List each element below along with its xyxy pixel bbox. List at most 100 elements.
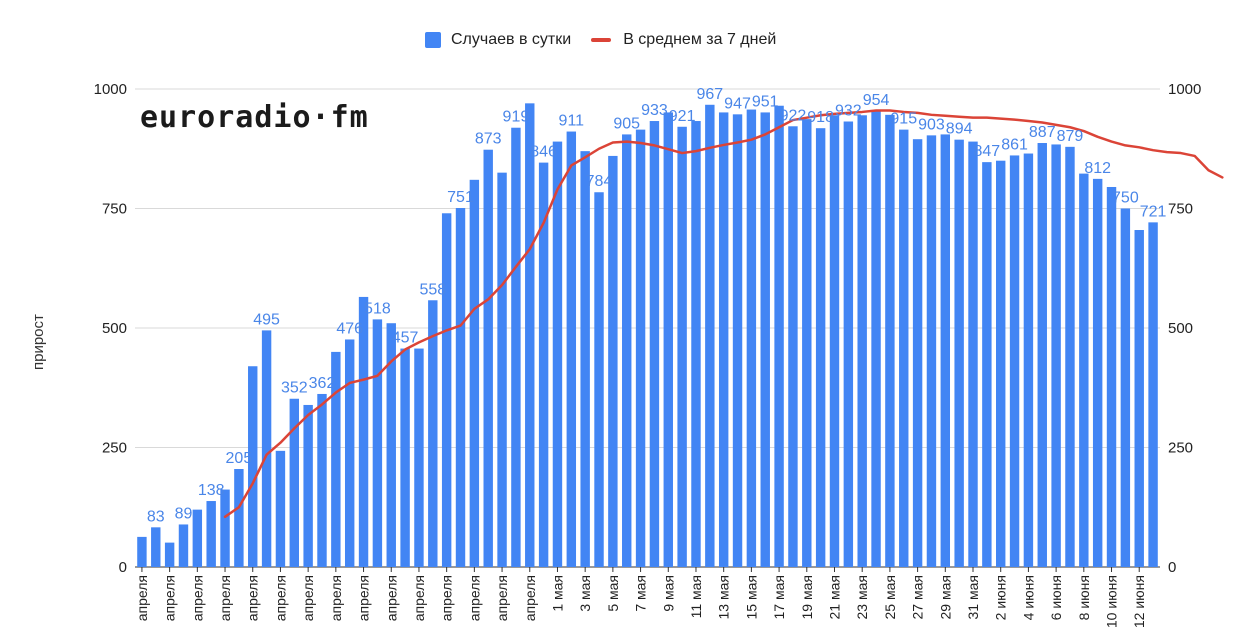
bar — [829, 115, 840, 567]
bar — [968, 141, 978, 567]
bar — [940, 134, 951, 567]
data-label: 894 — [946, 121, 973, 138]
x-tick-label: 19 мая — [799, 575, 815, 619]
data-label: 967 — [696, 86, 723, 103]
data-label: 750 — [1112, 190, 1139, 207]
bar — [760, 112, 770, 567]
x-tick-label: 8 июня — [1076, 575, 1092, 620]
x-tick-label: апреля — [162, 575, 178, 621]
x-tick-label: 1 мая — [549, 575, 565, 612]
data-label: 205 — [226, 450, 253, 467]
bar — [151, 527, 161, 567]
bar — [358, 296, 369, 567]
bar — [857, 115, 867, 567]
x-tick-label: 25 мая — [882, 575, 898, 619]
data-label: 951 — [752, 93, 779, 110]
bar — [580, 151, 590, 567]
x-axis: апреля апреля апреля апреля апреля апреля апре… — [134, 567, 1147, 628]
bar — [164, 542, 175, 567]
x-tick-label: апреля — [189, 575, 205, 621]
average-line — [223, 109, 1224, 519]
x-tick-label: апреля — [328, 575, 344, 621]
bar — [137, 536, 147, 567]
x-tick-label: апреля — [134, 575, 150, 621]
x-tick-label: апреля — [383, 575, 399, 621]
x-tick-label: 13 мая — [716, 575, 732, 619]
bar — [663, 112, 673, 567]
x-tick-label: 4 июня — [1020, 575, 1036, 620]
bar — [483, 149, 493, 567]
data-label: 933 — [641, 102, 668, 119]
data-label: 89 — [175, 505, 193, 522]
bar — [1065, 146, 1075, 567]
bar — [538, 162, 549, 567]
data-label: 518 — [364, 300, 391, 317]
bar — [1134, 230, 1144, 567]
data-label: 751 — [447, 189, 474, 206]
bar — [899, 129, 909, 567]
y-tick-label-left: 1000 — [94, 81, 127, 98]
average-line-series — [223, 109, 1224, 519]
bar — [248, 366, 258, 567]
x-tick-label: 2 июня — [993, 575, 1009, 620]
legend-item-bars: Случаев в сутки — [425, 31, 571, 49]
bar — [192, 509, 203, 567]
gridlines — [135, 88, 1160, 568]
x-tick-label: 15 мая — [743, 575, 759, 619]
bar — [428, 300, 438, 567]
bar — [732, 114, 743, 568]
x-tick-label: 29 мая — [937, 575, 953, 619]
bar — [649, 121, 660, 567]
data-label: 954 — [863, 92, 890, 109]
bar — [220, 489, 230, 567]
data-label: 495 — [253, 311, 280, 328]
bar — [497, 172, 507, 567]
bar — [705, 104, 715, 568]
bar — [1079, 173, 1089, 567]
x-tick-label: апреля — [217, 575, 233, 621]
x-tick-label: 21 мая — [826, 575, 842, 619]
bar — [788, 126, 798, 567]
bar — [455, 208, 466, 567]
bar — [1092, 178, 1103, 567]
x-tick-label: 7 мая — [633, 575, 649, 612]
bar — [511, 127, 521, 567]
y-axis-title: прирост — [30, 314, 47, 370]
data-label: 879 — [1057, 128, 1084, 145]
bar — [594, 192, 604, 568]
x-tick-label: апреля — [411, 575, 427, 621]
data-label: 903 — [918, 116, 945, 133]
bar — [552, 141, 563, 567]
bar — [372, 319, 383, 567]
bar — [303, 404, 313, 567]
bar — [234, 469, 244, 567]
data-label: 846 — [530, 144, 557, 161]
bar-series — [137, 103, 1158, 568]
bar — [1023, 153, 1034, 567]
x-tick-label: 9 мая — [660, 575, 676, 612]
data-label: 861 — [1001, 136, 1028, 153]
bar — [400, 348, 410, 567]
data-label: 922 — [780, 107, 807, 124]
y-tick-label-right: 500 — [1168, 320, 1193, 337]
bar — [1106, 186, 1117, 568]
bar — [746, 109, 757, 567]
data-label: 932 — [835, 103, 862, 120]
y-tick-label-left: 500 — [102, 320, 127, 337]
data-label: 873 — [475, 131, 502, 148]
bar — [261, 330, 272, 567]
x-tick-label: 17 мая — [771, 575, 787, 619]
bar — [996, 160, 1006, 567]
euroradio-logo: euroradio·fm — [140, 100, 369, 135]
data-label: 83 — [147, 508, 165, 525]
bar — [982, 162, 992, 567]
bar — [344, 339, 355, 567]
bar — [178, 524, 189, 567]
bar — [912, 139, 923, 567]
data-label: 947 — [724, 95, 751, 112]
x-tick-label: апреля — [522, 575, 538, 621]
bar — [441, 213, 452, 567]
bar — [608, 155, 618, 568]
bar — [566, 131, 577, 568]
